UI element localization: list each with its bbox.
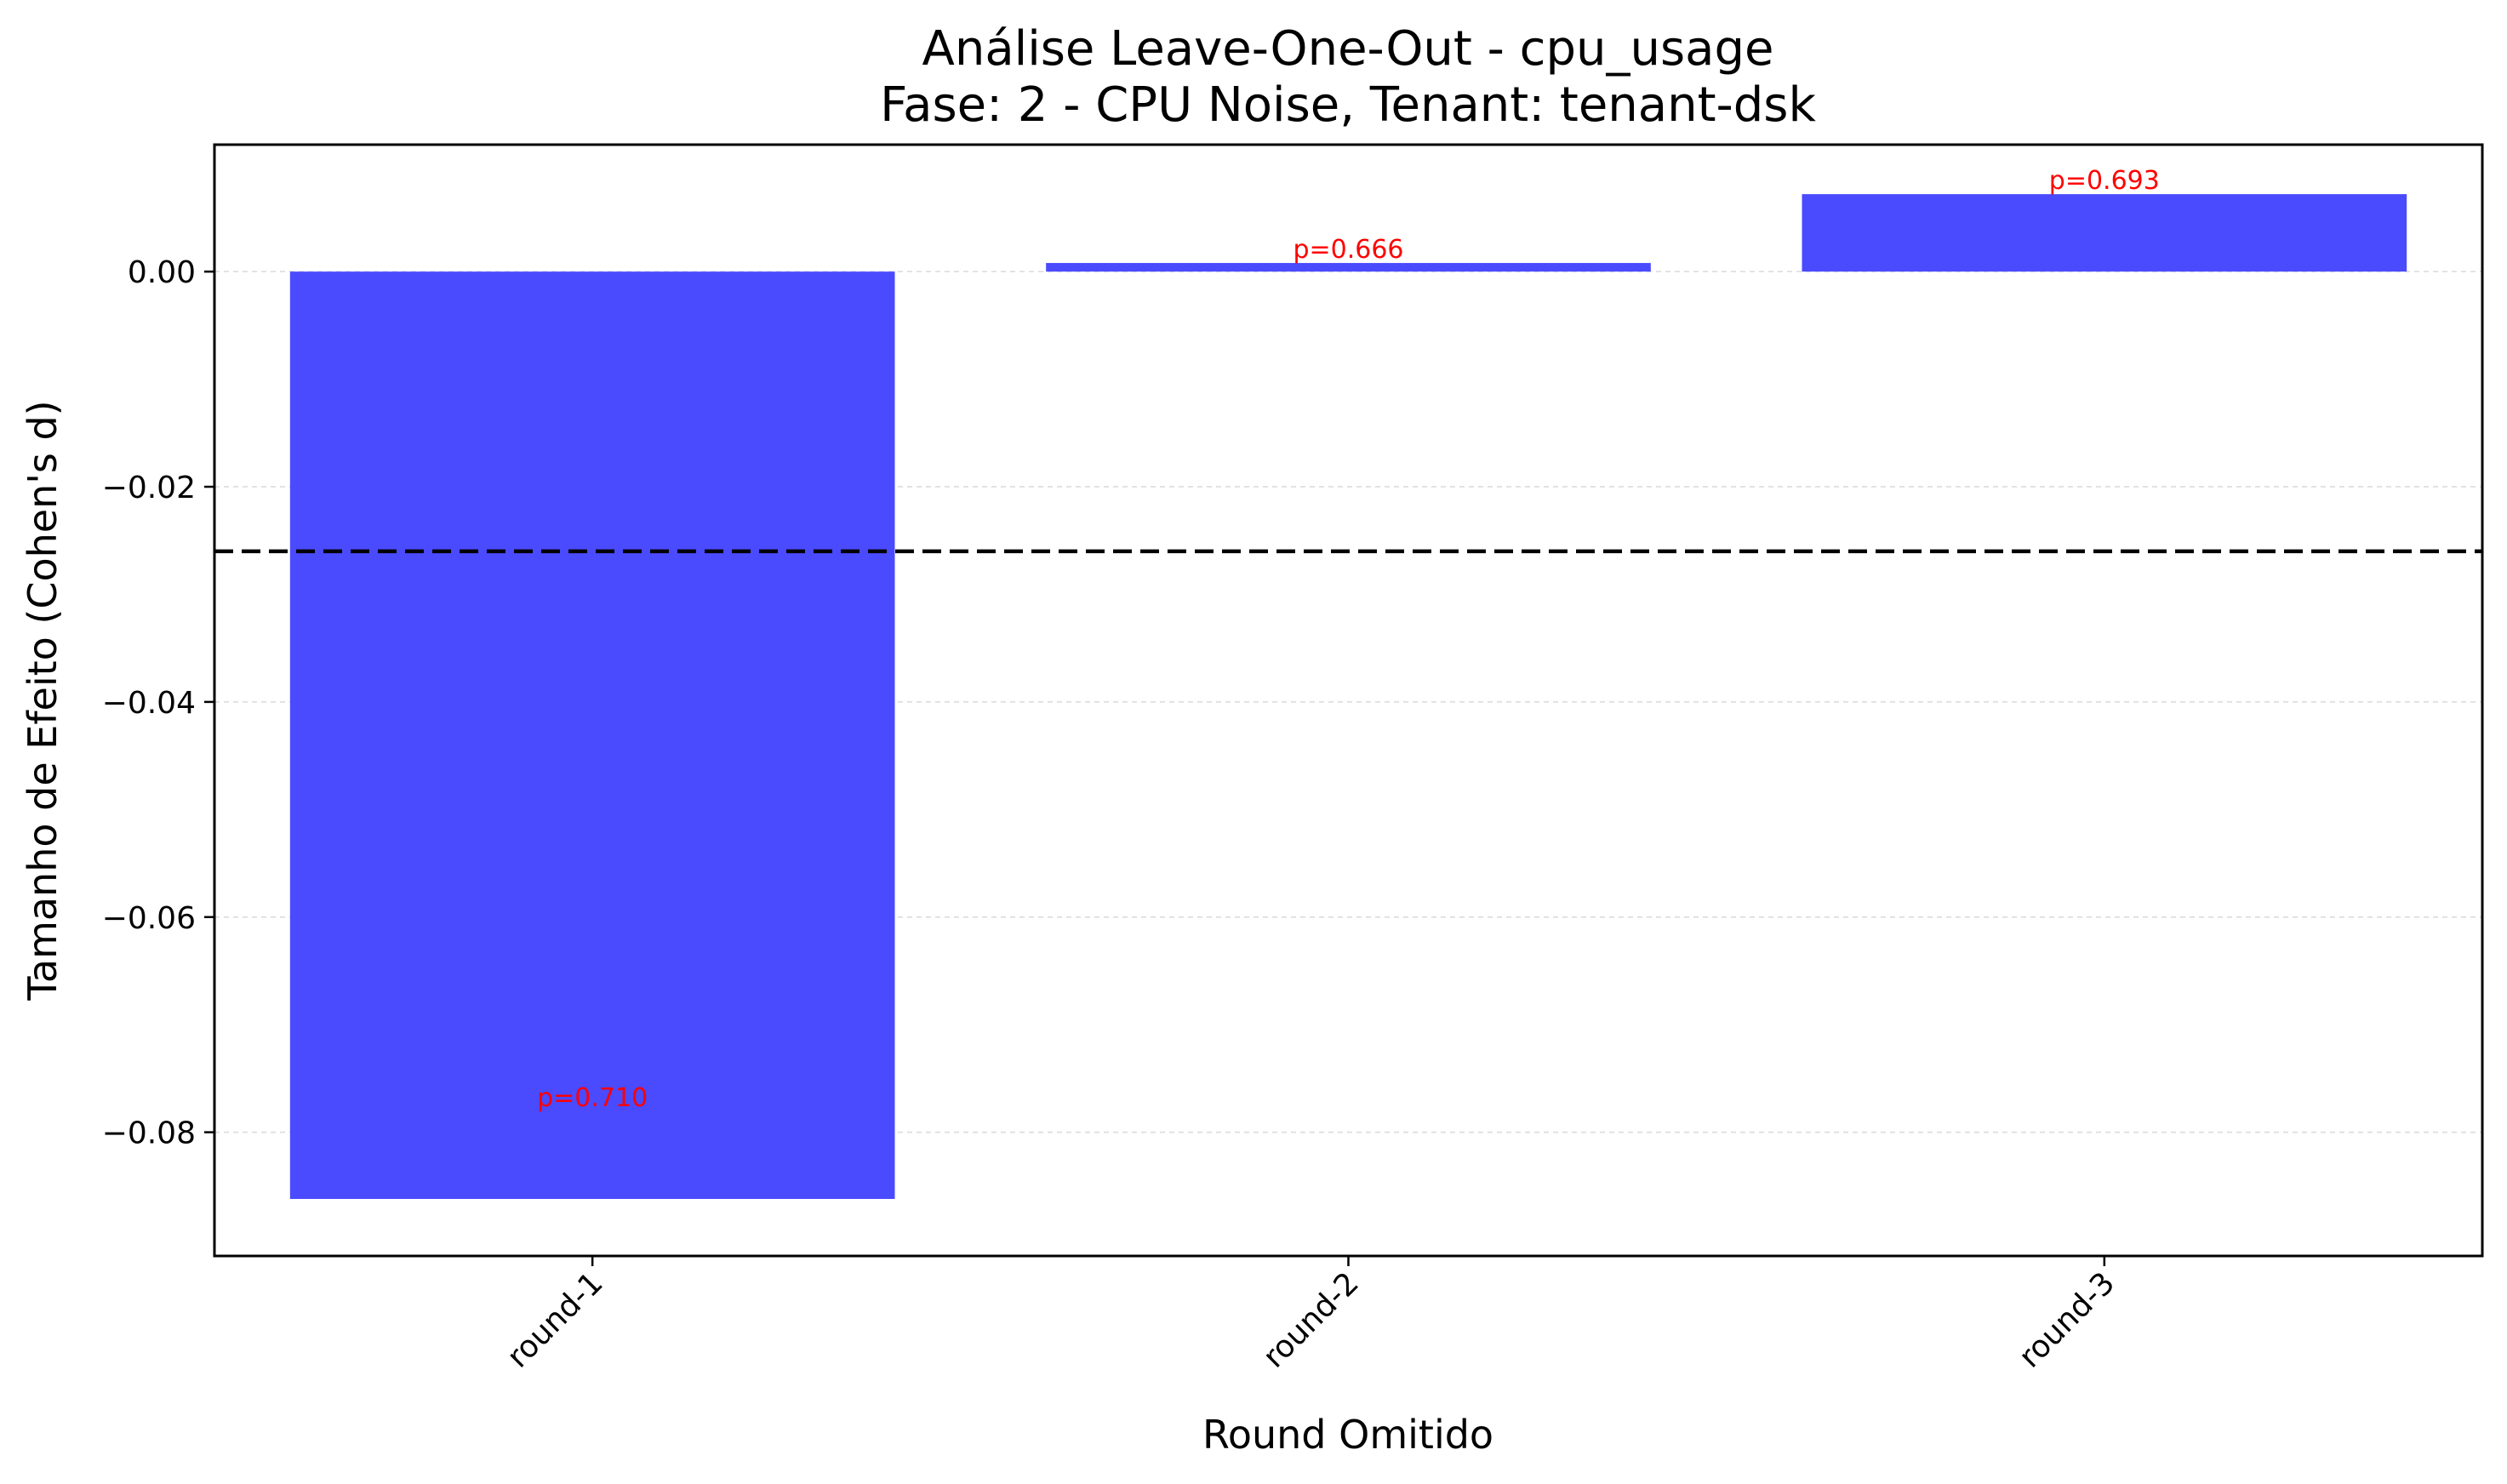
p-value-label: p=0.710	[537, 1083, 648, 1113]
y-tick-label: −0.04	[102, 686, 196, 721]
x-axis-ticks: round-1 round-2 round-3	[500, 1256, 2122, 1375]
bar-round-2	[1046, 263, 1651, 272]
y-tick-label: −0.02	[102, 471, 196, 505]
p-value-label: p=0.666	[1293, 235, 1403, 265]
bar-round-1	[289, 271, 895, 1199]
bar-round-3	[1802, 194, 2407, 272]
y-axis-ticks: 0.00 −0.02 −0.04 −0.06 −0.08	[102, 255, 214, 1151]
x-axis-label: Round Omitido	[1202, 1412, 1493, 1458]
x-tick-label: round-2	[1257, 1265, 1366, 1374]
x-tick-label: round-3	[2013, 1265, 2122, 1374]
y-tick-label: 0.00	[128, 255, 196, 290]
y-tick-label: −0.06	[102, 901, 196, 936]
chart-title-line1: Análise Leave-One-Out - cpu_usage	[922, 21, 1774, 77]
p-value-label: p=0.693	[2049, 166, 2160, 196]
x-tick-label: round-1	[500, 1265, 609, 1374]
p-value-labels: p=0.710 p=0.666 p=0.693	[537, 166, 2160, 1113]
chart-title-line2: Fase: 2 - CPU Noise, Tenant: tenant-dsk	[880, 77, 1816, 133]
bars	[289, 194, 2407, 1199]
y-tick-label: −0.08	[102, 1116, 196, 1151]
y-axis-label: Tamanho de Efeito (Cohen's d)	[20, 400, 66, 1001]
